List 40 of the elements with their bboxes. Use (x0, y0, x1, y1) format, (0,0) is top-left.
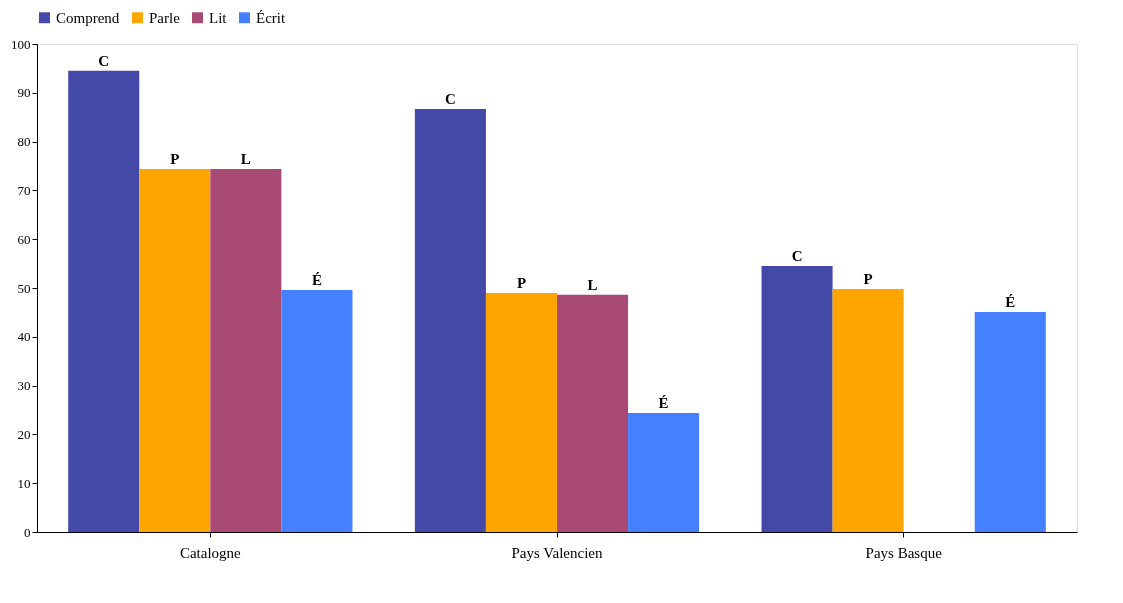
y-tick-label: 100 (11, 36, 31, 52)
bar (761, 266, 833, 532)
data-label: P (170, 150, 180, 167)
x-tick-label: Pays Basque (865, 544, 943, 561)
bar (210, 168, 282, 532)
y-tick-label: 90 (17, 85, 31, 101)
data-label: É (1005, 293, 1016, 310)
legend-label: Comprend (56, 9, 120, 26)
y-tick-label: 20 (17, 426, 31, 442)
data-label: C (98, 52, 110, 69)
y-tick-label: 70 (17, 182, 31, 198)
y-tick-label: 10 (17, 475, 31, 491)
data-label: P (863, 270, 873, 287)
y-tick-label: 50 (17, 280, 31, 296)
bar (628, 412, 700, 532)
y-tick-label: 40 (17, 329, 31, 345)
data-label: L (240, 150, 251, 167)
bar (139, 168, 211, 532)
data-label: É (658, 394, 669, 411)
x-tick-label: Pays Valencien (511, 544, 603, 561)
data-label: L (587, 276, 598, 293)
bar (68, 70, 140, 532)
legend-label: Écrit (256, 9, 286, 26)
data-label: P (516, 274, 527, 291)
legend-label: Parle (149, 9, 181, 26)
bar (485, 292, 557, 532)
bar (557, 294, 629, 532)
x-tick-label: Catalogne (179, 544, 242, 561)
data-label: É (311, 271, 322, 288)
y-tick-label: 0 (24, 524, 31, 540)
legend-label: Lit (209, 9, 228, 26)
bar (974, 311, 1046, 532)
bar (832, 288, 904, 532)
y-tick-label: 60 (17, 231, 31, 247)
data-label: C (791, 248, 803, 265)
y-tick-label: 80 (17, 134, 31, 150)
bar (414, 108, 486, 532)
bar (281, 289, 353, 532)
data-label: C (444, 90, 456, 107)
y-tick-label: 30 (17, 378, 31, 394)
